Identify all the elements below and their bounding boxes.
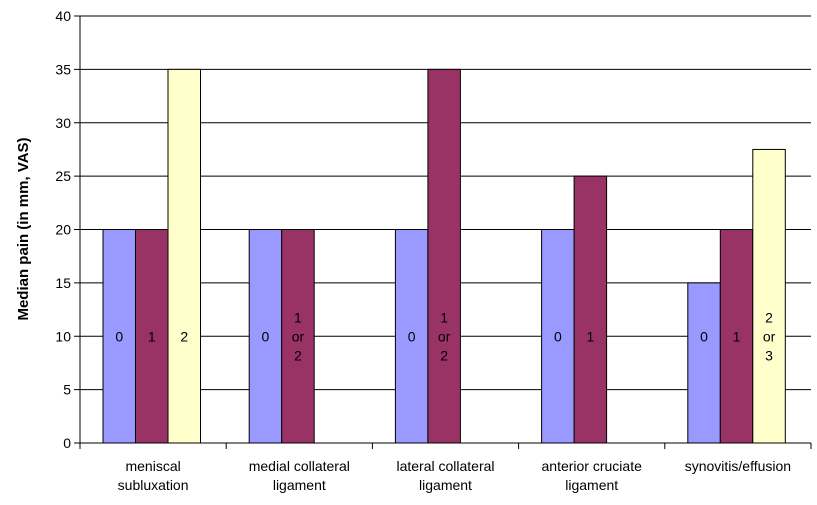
bar-label: 1 — [733, 328, 741, 344]
bar-label: 1 — [294, 309, 302, 325]
bar-label: or — [763, 328, 776, 344]
bar-label: 2 — [765, 309, 773, 325]
category-label: ligament — [565, 477, 618, 493]
bar-label: 1 — [586, 328, 594, 344]
bar — [752, 148, 786, 444]
bar-label: or — [438, 328, 451, 344]
y-tick-label: 40 — [55, 8, 71, 24]
y-tick-label: 0 — [63, 435, 71, 451]
axes — [74, 15, 812, 449]
bar — [102, 229, 136, 444]
category-label: anterior cruciate — [542, 458, 643, 474]
y-tick-label: 15 — [55, 275, 71, 291]
category-label: ligament — [419, 477, 472, 493]
bar-label: 2 — [440, 347, 448, 363]
bar-label: 2 — [294, 347, 302, 363]
bar-label: 0 — [262, 328, 270, 344]
y-tick-label: 20 — [55, 222, 71, 238]
bar-label: 0 — [115, 328, 123, 344]
bar-label: 0 — [408, 328, 416, 344]
category-labels: meniscal subluxation medial collateral liga… — [118, 458, 791, 493]
y-tick-label: 25 — [55, 168, 71, 184]
y-tick-labels: 0 5 10 15 20 25 30 35 40 — [55, 8, 71, 451]
bar — [687, 282, 721, 444]
category-label: synovitis/effusion — [685, 458, 791, 474]
y-axis-title: Median pain (in mm, VAS) — [15, 137, 32, 320]
y-tick-label: 10 — [55, 328, 71, 344]
y-tick-label: 5 — [63, 382, 71, 398]
category-label: meniscal — [125, 458, 180, 474]
bars: 0 1 2 0 1 or 2 0 1 or 2 0 1 0 1 2 or 3 — [102, 68, 786, 444]
bar-label: 0 — [700, 328, 708, 344]
category-label: medial collateral — [249, 458, 350, 474]
bar — [167, 68, 201, 444]
category-label: subluxation — [118, 477, 189, 493]
bar-label: 1 — [148, 328, 156, 344]
bar — [281, 229, 315, 444]
category-label: ligament — [273, 477, 326, 493]
y-tick-label: 35 — [55, 61, 71, 77]
y-tick-label: 30 — [55, 115, 71, 131]
bar — [541, 229, 575, 444]
category-label: lateral collateral — [396, 458, 494, 474]
bar — [427, 68, 461, 444]
bar-label: 0 — [554, 328, 562, 344]
bar-label: 2 — [180, 328, 188, 344]
bar — [573, 175, 608, 444]
bar — [719, 229, 754, 444]
bar-label: 3 — [765, 347, 773, 363]
bar-label: 1 — [440, 309, 448, 325]
bar-label: or — [292, 328, 305, 344]
